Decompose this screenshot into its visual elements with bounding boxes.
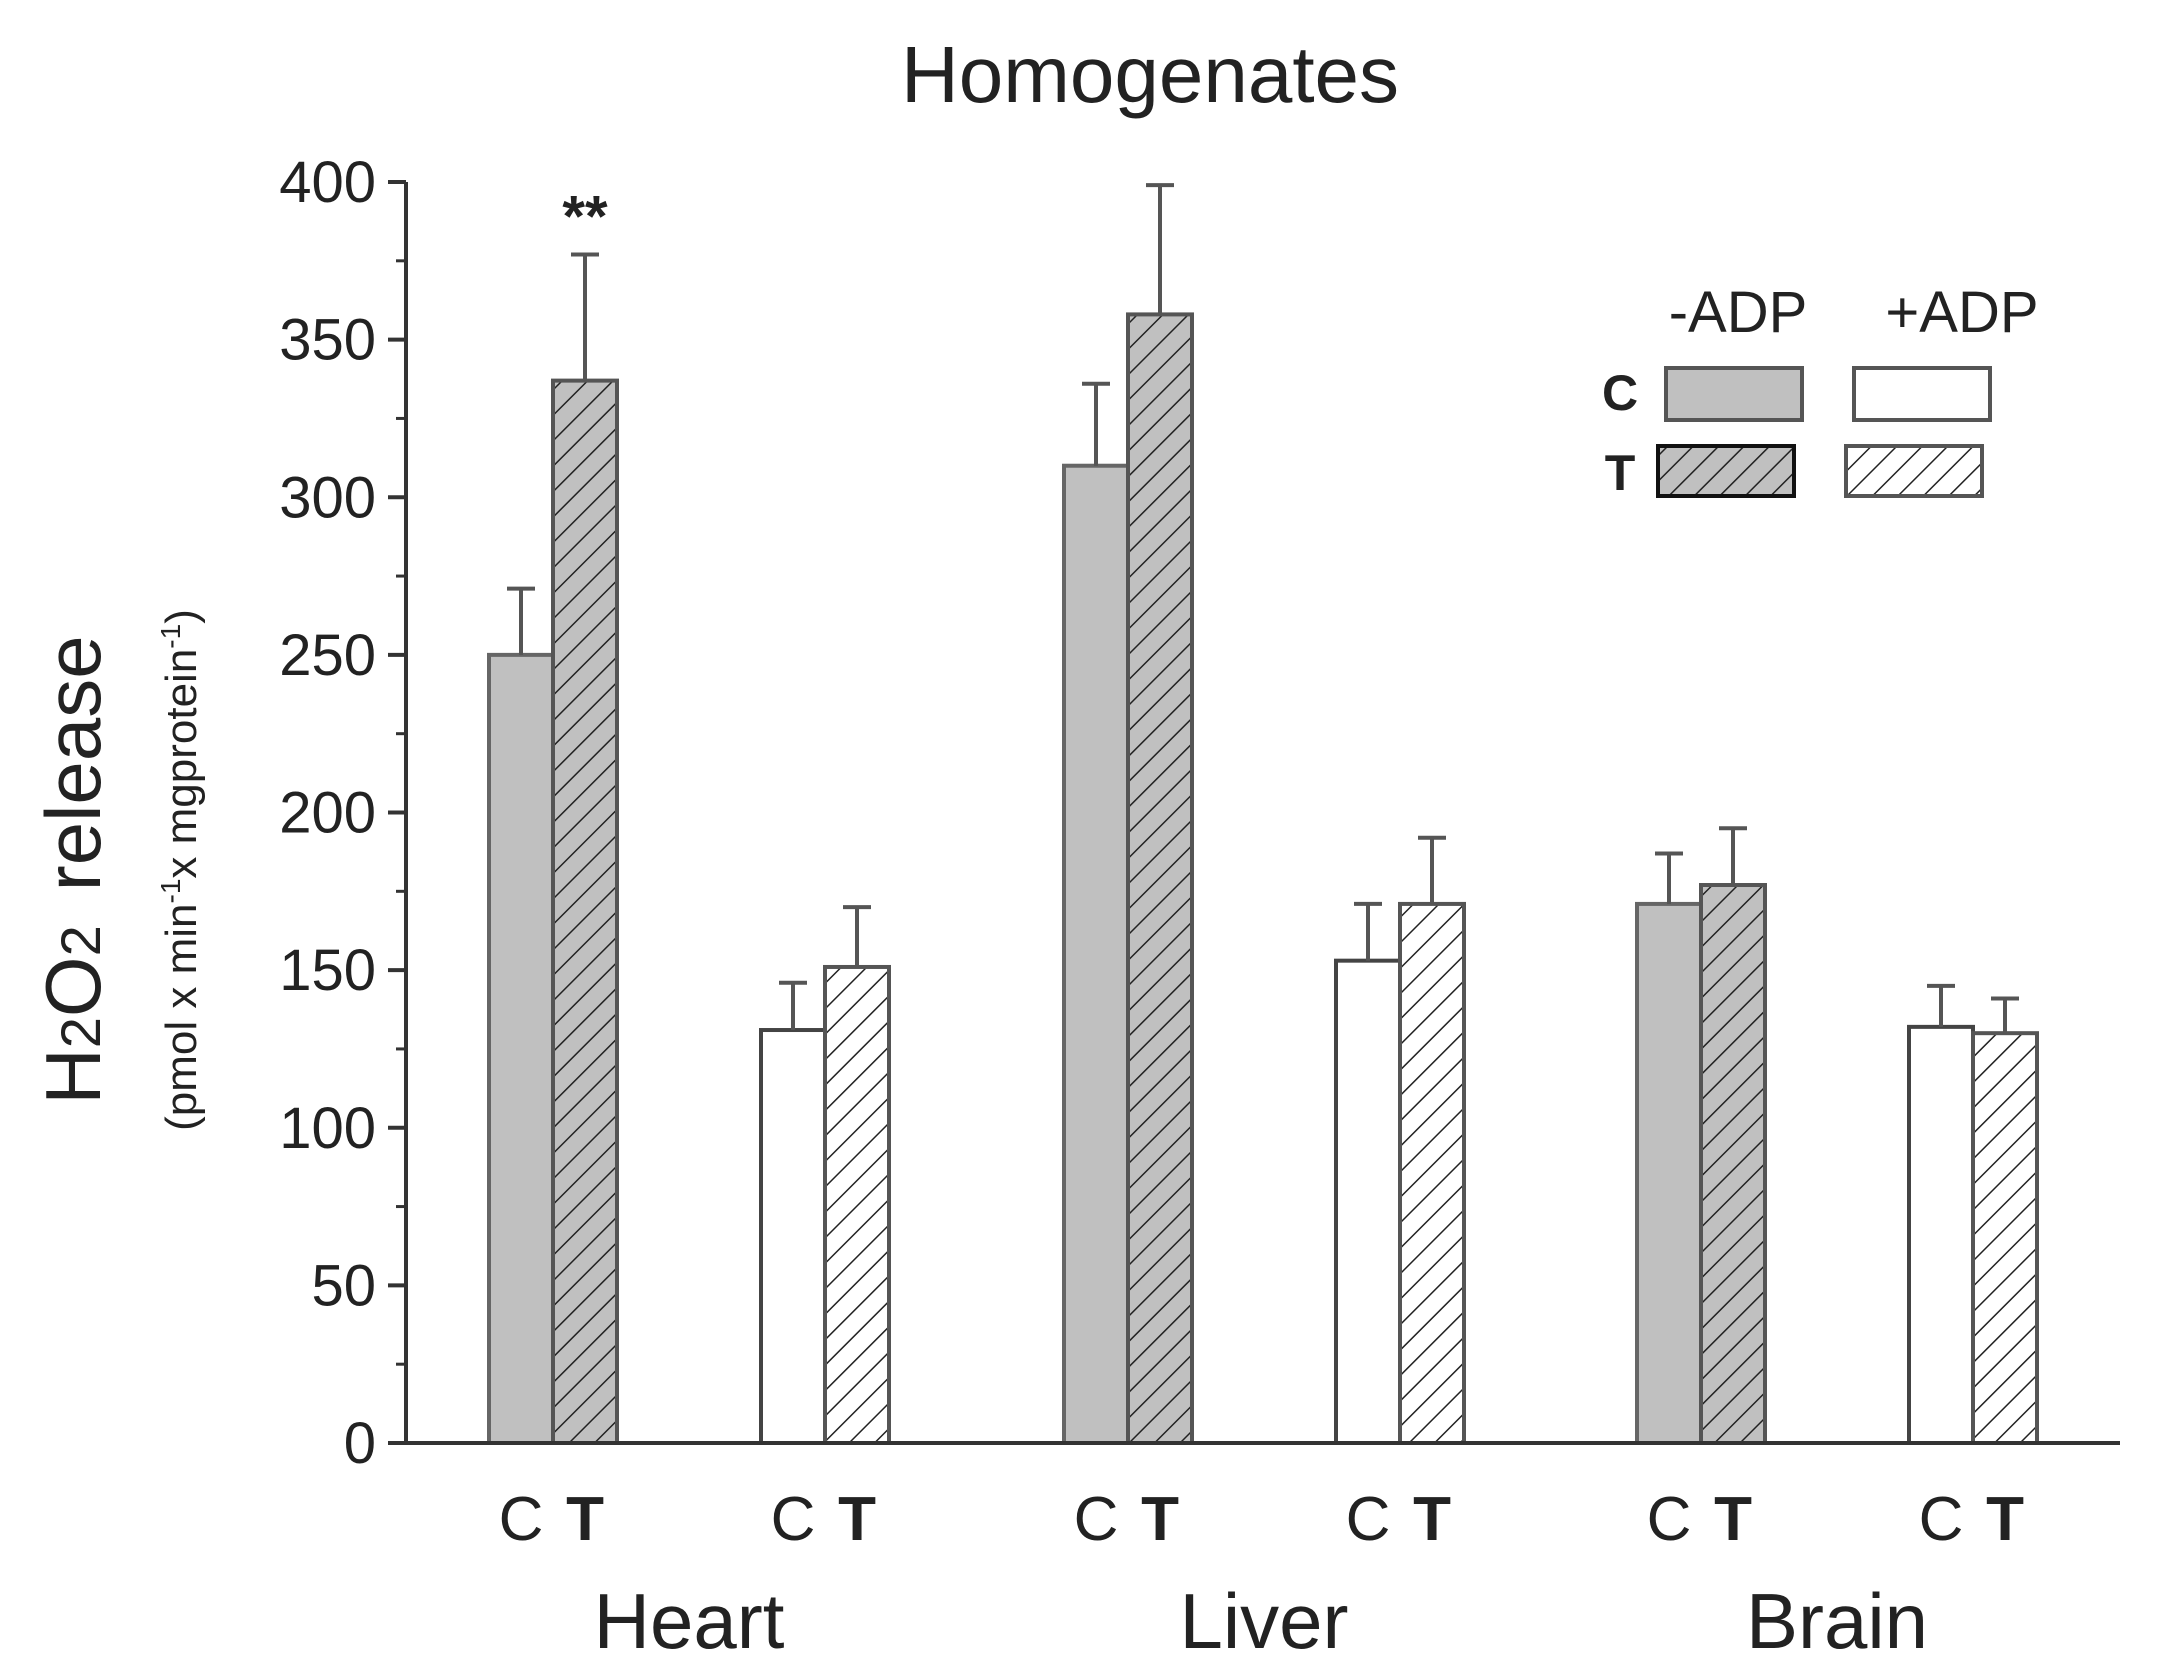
y-axis-title-h: H: [29, 1048, 117, 1104]
svg-text:H2O2release: H2O2release: [29, 635, 117, 1104]
y-tick-label: 400: [279, 150, 376, 215]
y-tick-label: 100: [279, 1096, 376, 1161]
x-label-brain-t-adp: T: [1714, 1485, 1752, 1554]
x-label-liver-c-adp: C: [1074, 1485, 1119, 1554]
svg-text:(pmol x min-1x mgprotein-1): (pmol x min-1x mgprotein-1): [155, 609, 206, 1131]
y-units-exp1: -1: [155, 879, 186, 904]
y-axis-title-release: release: [29, 635, 117, 891]
y-axis-title-sub2: 2: [49, 925, 112, 956]
legend-col-plus-adp: +ADP: [1885, 280, 2038, 345]
y-tick-label: 200: [279, 781, 376, 846]
bar-hatch-liver-t-adp: [1128, 314, 1192, 1443]
legend: -ADP +ADP C T: [1602, 280, 2039, 501]
y-units-exp2: -1: [155, 624, 186, 649]
bar-fill-heart-c-adp: [489, 654, 553, 1443]
y-axis-units: (pmol x min-1x mgprotein-1): [155, 609, 206, 1131]
chart-title: Homogenates: [901, 30, 1399, 119]
y-tick-label: 300: [279, 465, 376, 530]
legend-row-t: T: [1605, 445, 1636, 501]
x-label-brain-c-adp: C: [1919, 1485, 1964, 1554]
bar-hatch-heart-t-adp: [553, 380, 617, 1443]
bar-fill-brain-c-adp: [1909, 1026, 1973, 1443]
y-tick-label: 0: [344, 1411, 376, 1476]
bar-fill-liver-c-adp: [1064, 465, 1128, 1444]
bars: **: [487, 183, 2039, 1446]
bar-fill-liver-c-adp: [1336, 960, 1400, 1443]
y-axis-title-sub: 2: [49, 1017, 112, 1048]
group-label-brain: Brain: [1746, 1577, 1928, 1664]
y-tick-label: 50: [311, 1253, 376, 1318]
y-units-part1: (pmol x min: [157, 903, 206, 1130]
legend-swatch-c-minus-adp: [1664, 366, 1804, 422]
bar-fill-brain-c-adp: [1637, 903, 1701, 1443]
x-label-heart-c-adp: C: [771, 1485, 816, 1554]
legend-row-c: C: [1602, 365, 1638, 421]
y-units-part2: x mgprotein: [157, 649, 206, 879]
x-label-brain-t-adp: T: [1986, 1485, 2024, 1554]
y-units-part3: ): [157, 609, 206, 624]
x-label-heart-t-adp: T: [838, 1485, 876, 1554]
group-label-liver: Liver: [1179, 1577, 1348, 1664]
y-axis-title-o: O: [29, 956, 117, 1017]
x-label-heart-c-adp: C: [499, 1485, 544, 1554]
y-tick-label: 350: [279, 308, 376, 373]
y-axis: 0 50 100 150 200 250 300 350 400: [279, 150, 406, 1476]
bar-hatch-heart-t-adp: [825, 966, 889, 1443]
y-axis-title: H2O2release: [29, 635, 117, 1104]
legend-col-minus-adp: -ADP: [1669, 280, 1808, 345]
bar-fill-heart-c-adp: [761, 1030, 825, 1443]
x-label-heart-t-adp: T: [566, 1485, 604, 1554]
y-tick-label: 250: [279, 623, 376, 688]
legend-swatch-c-plus-adp: [1852, 366, 1992, 422]
y-tick-label: 150: [279, 938, 376, 1003]
group-label-heart: Heart: [594, 1577, 785, 1664]
legend-swatch-t-minus-adp: [1656, 444, 1796, 498]
significance-marker: **: [562, 185, 608, 250]
x-label-liver-c-adp: C: [1346, 1485, 1391, 1554]
x-label-liver-t-adp: T: [1141, 1485, 1179, 1554]
bar-hatch-brain-t-adp: [1701, 885, 1765, 1443]
legend-swatch-t-plus-adp: [1844, 444, 1984, 498]
bar-hatch-liver-t-adp: [1400, 903, 1464, 1443]
x-label-liver-t-adp: T: [1413, 1485, 1451, 1554]
x-label-brain-c-adp: C: [1647, 1485, 1692, 1554]
bar-hatch-brain-t-adp: [1973, 1033, 2037, 1443]
